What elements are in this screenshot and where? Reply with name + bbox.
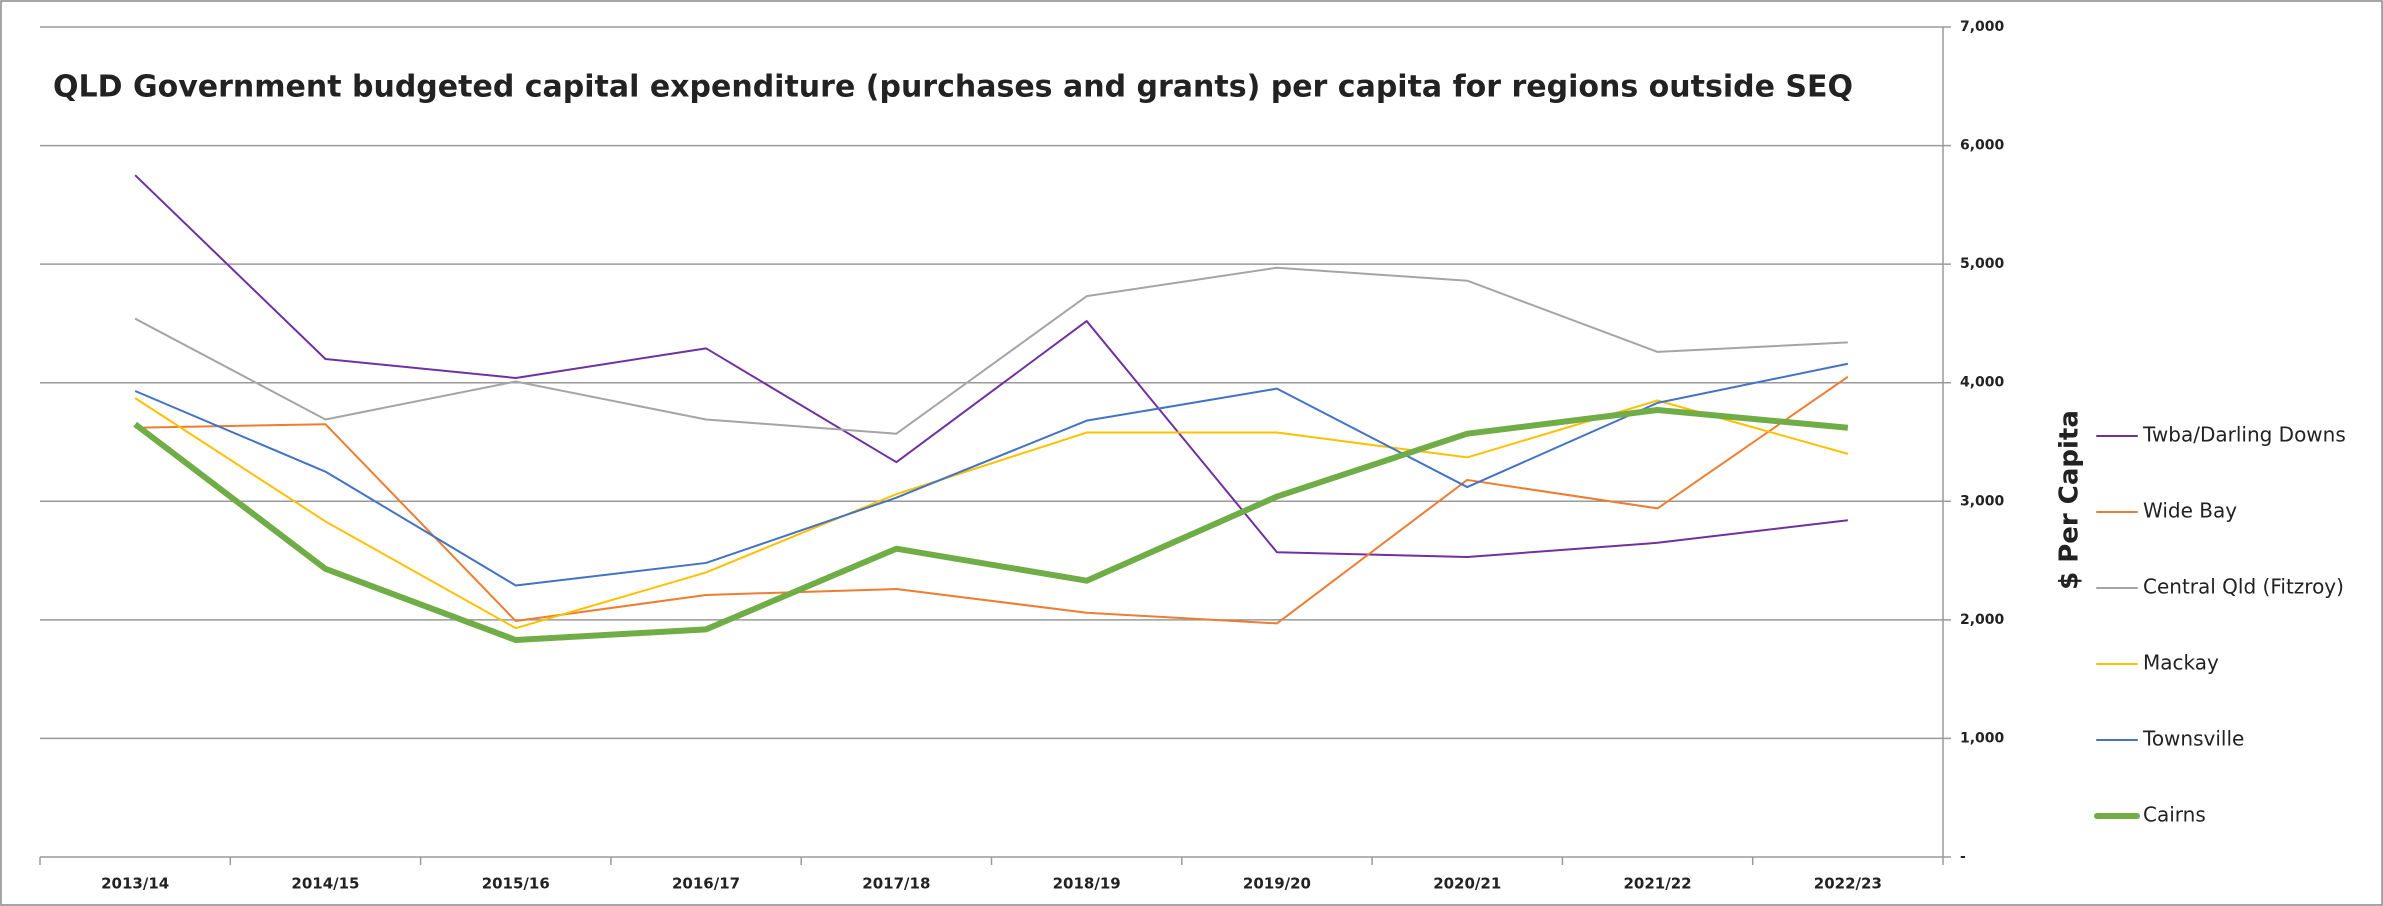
legend-label: Cairns: [2143, 803, 2206, 827]
series-line: [134, 362, 1849, 587]
y-tick-label: 1,000: [1960, 730, 2005, 746]
series-line: [133, 406, 1849, 644]
legend-label: Mackay: [2143, 651, 2219, 675]
series-line: [134, 266, 1848, 435]
y-tick-label: 2,000: [1960, 612, 2005, 628]
legend-label: Central Qld (Fitzroy): [2143, 575, 2344, 599]
series-line: [135, 375, 1849, 625]
y-tick-label: 6,000: [1960, 138, 2005, 154]
x-tick-label: 2015/16: [482, 875, 550, 893]
y-tick-label: 3,000: [1960, 493, 2005, 509]
x-tick-label: 2020/21: [1433, 875, 1501, 893]
y-tick-label: -: [1960, 849, 1966, 865]
series-line: [134, 174, 1848, 559]
series-line: [134, 397, 1849, 630]
y-axis-title: $ Per Capita: [2055, 410, 2085, 590]
x-tick-label: 2013/14: [101, 875, 169, 893]
y-tick-label: 5,000: [1960, 256, 2005, 272]
x-tick-label: 2016/17: [672, 875, 740, 893]
x-tick-label: 2018/19: [1053, 875, 1121, 893]
chart-title: QLD Government budgeted capital expendit…: [53, 70, 1853, 105]
y-tick-label: 7,000: [1960, 19, 2005, 35]
x-tick-label: 2014/15: [291, 875, 359, 893]
x-tick-label: 2017/18: [862, 875, 930, 893]
x-tick-label: 2019/20: [1243, 875, 1311, 893]
legend-label: Townsville: [2142, 727, 2244, 751]
legend-label: Twba/Darling Downs: [2142, 423, 2346, 447]
x-tick-label: 2021/22: [1623, 875, 1691, 893]
x-tick-label: 2022/23: [1814, 875, 1882, 893]
y-tick-label: 4,000: [1960, 375, 2005, 391]
legend-label: Wide Bay: [2143, 499, 2237, 523]
